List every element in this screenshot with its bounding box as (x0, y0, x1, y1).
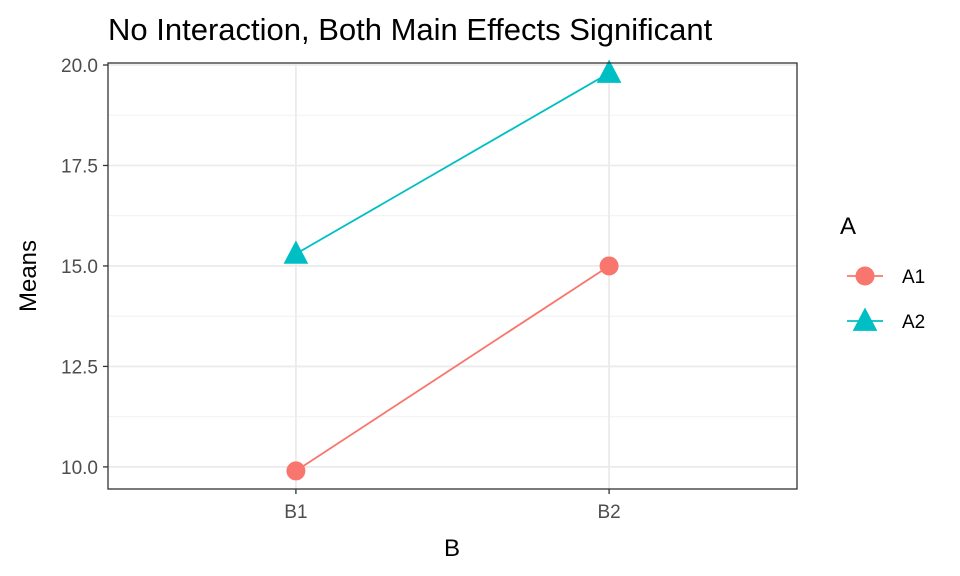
y-tick-label: 15.0 (61, 257, 98, 278)
legend-key-marker-a2 (852, 307, 878, 331)
x-axis-title: B (444, 535, 460, 562)
y-tick-label: 20.0 (61, 56, 98, 77)
y-axis: 10.0 12.5 15.0 17.5 20.0 (61, 56, 108, 479)
series-line-a1 (295, 265, 610, 472)
chart-title: No Interaction, Both Main Effects Signif… (108, 12, 713, 47)
series-layer (283, 59, 622, 481)
legend-key-marker-a1 (855, 266, 875, 286)
data-point-a2 (283, 240, 309, 264)
series-line-a2 (295, 72, 610, 255)
legend-label-a2: A2 (902, 312, 925, 333)
legend: A A1 A2 (840, 213, 925, 333)
legend-label-a1: A1 (902, 267, 925, 288)
y-axis-title: Means (15, 240, 42, 312)
data-point-a1 (286, 461, 306, 481)
legend-title: A (840, 213, 856, 240)
data-point-a1 (599, 256, 619, 276)
plot-panel (107, 62, 798, 490)
y-tick-label: 17.5 (61, 156, 98, 177)
grid (108, 63, 797, 489)
x-axis: B1 B2 (284, 489, 621, 523)
y-tick-label: 12.5 (61, 357, 98, 378)
x-tick-label: B2 (597, 502, 620, 523)
x-tick-label: B1 (284, 502, 307, 523)
data-point-a2 (596, 59, 622, 83)
y-tick-label: 10.0 (61, 458, 98, 479)
